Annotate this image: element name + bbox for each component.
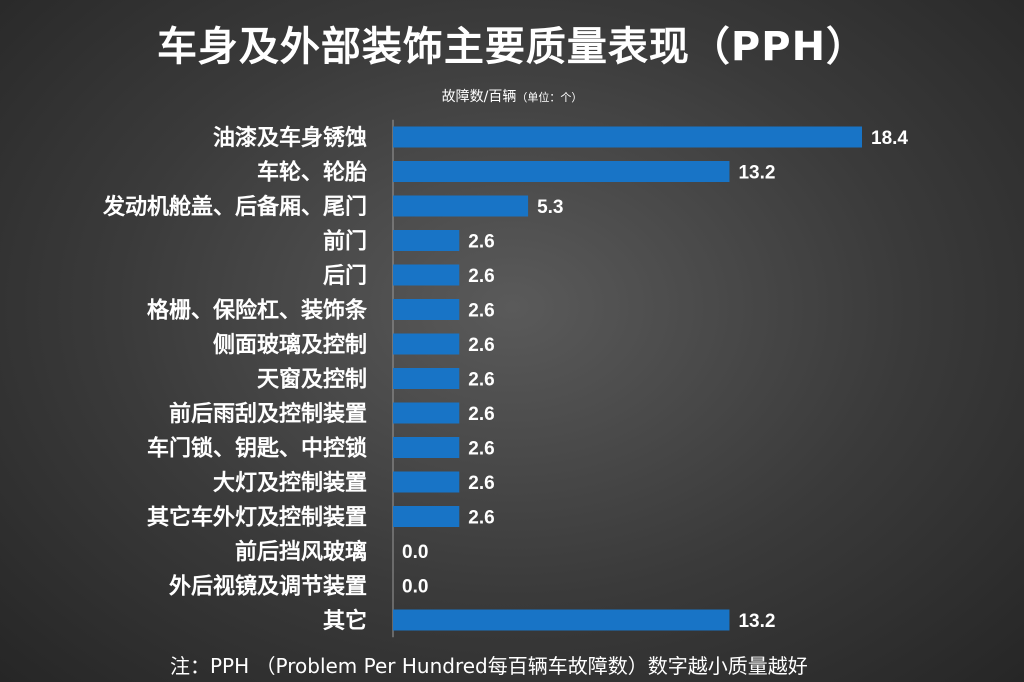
category-label: 油漆及车身锈蚀 [213, 125, 367, 151]
category-label: 后门 [323, 263, 367, 289]
value-label: 2.6 [468, 370, 494, 391]
bar [393, 264, 460, 286]
category-label: 车轮、轮胎 [257, 160, 367, 186]
value-label: 0.0 [402, 577, 428, 598]
bar [393, 609, 730, 631]
category-label: 发动机舱盖、后备厢、尾门 [102, 194, 367, 220]
value-labels: 18.4 13.2 5.3 2.6 2.6 2.6 2.6 2.6 2.6 2.6 2.6 2.6 0.… [402, 128, 908, 632]
value-label: 2.6 [468, 301, 494, 322]
value-label: 5.3 [537, 197, 563, 218]
category-label: 前门 [323, 229, 367, 255]
bar [393, 195, 529, 217]
value-label: 2.6 [468, 508, 494, 529]
chart-title: 车身及外部装饰主要质量表现（PPH） [156, 24, 868, 70]
category-label: 天窗及控制 [257, 367, 367, 393]
bar [393, 506, 460, 527]
value-label: 2.6 [468, 473, 494, 494]
value-label: 2.6 [468, 335, 494, 356]
value-label: 18.4 [871, 128, 908, 149]
bar [393, 402, 460, 424]
bar [393, 368, 460, 389]
category-label: 其它 [323, 608, 367, 634]
category-label: 前后雨刮及控制装置 [169, 401, 367, 427]
unit-label: （单位：个） [516, 91, 583, 104]
value-label: 2.6 [468, 232, 494, 253]
axis-label: 故障数/百辆 [441, 89, 517, 105]
footnote: 注：PPH （Problem Per Hundred每百辆车故障数）数字越小质量… [170, 654, 808, 678]
value-label: 0.0 [402, 542, 428, 563]
bar [393, 471, 460, 493]
bar [393, 333, 460, 355]
value-label: 2.6 [468, 404, 494, 425]
category-label: 格栅、保险杠、装饰条 [147, 298, 368, 324]
value-label: 2.6 [468, 439, 494, 460]
category-label: 大灯及控制装置 [213, 470, 367, 496]
chart-subtitle: 故障数/百辆（单位：个） [0, 86, 1024, 106]
bar [393, 161, 730, 182]
value-label: 13.2 [738, 163, 775, 184]
bar [393, 437, 460, 458]
category-labels: 油漆及车身锈蚀车轮、轮胎发动机舱盖、后备厢、尾门前门后门格栅、保险杠、装饰条侧面… [102, 125, 368, 634]
category-label: 车门锁、钥匙、中控锁 [147, 436, 367, 462]
bar [393, 230, 460, 251]
bars [393, 126, 862, 631]
category-label: 侧面玻璃及控制 [213, 332, 367, 358]
category-label: 前后挡风玻璃 [235, 539, 367, 565]
bar [393, 299, 460, 320]
bar [393, 126, 862, 148]
category-label: 外后视镜及调节装置 [169, 574, 367, 600]
value-label: 2.6 [468, 266, 494, 287]
value-label: 13.2 [738, 611, 775, 632]
category-label: 其它车外灯及控制装置 [147, 505, 367, 531]
